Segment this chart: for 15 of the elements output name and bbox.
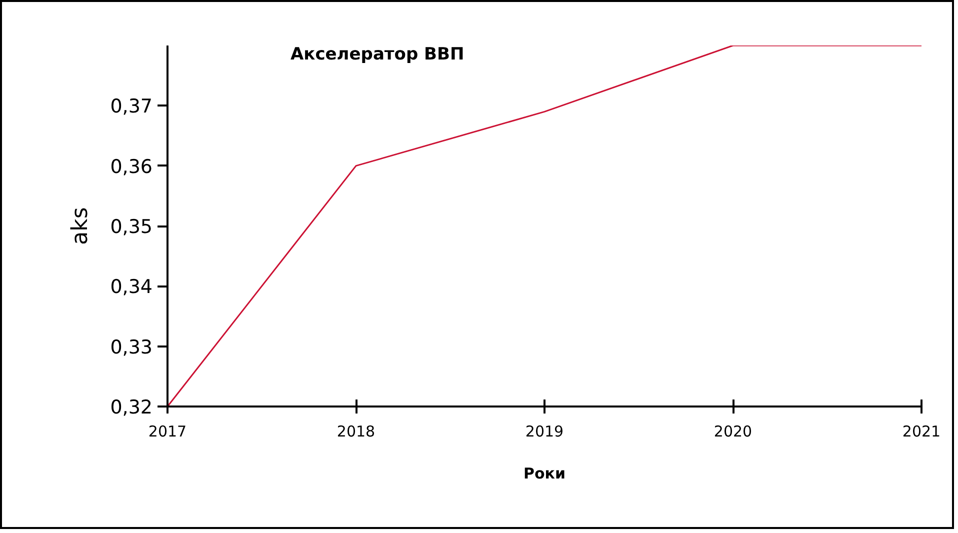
x-tick-label: 2019 — [525, 422, 564, 440]
y-tick-label: 0,34 — [110, 276, 153, 298]
line-series — [168, 46, 922, 406]
x-tick-label: 2021 — [902, 422, 941, 440]
y-axis-title: aks — [68, 207, 94, 245]
y-tick-label: 0,35 — [110, 216, 153, 238]
y-tick-label: 0,37 — [110, 96, 153, 118]
x-tick-label: 2020 — [714, 422, 752, 440]
y-tick-label: 0,33 — [110, 336, 153, 358]
x-tick-label: 2017 — [148, 422, 187, 440]
y-tick-label: 0,36 — [110, 156, 153, 178]
x-tick-label: 2018 — [336, 422, 376, 440]
x-axis-title: Роки — [524, 464, 566, 482]
y-tick-label: 0,32 — [110, 396, 153, 418]
chart-title: Акселератор ВВП — [290, 44, 464, 64]
